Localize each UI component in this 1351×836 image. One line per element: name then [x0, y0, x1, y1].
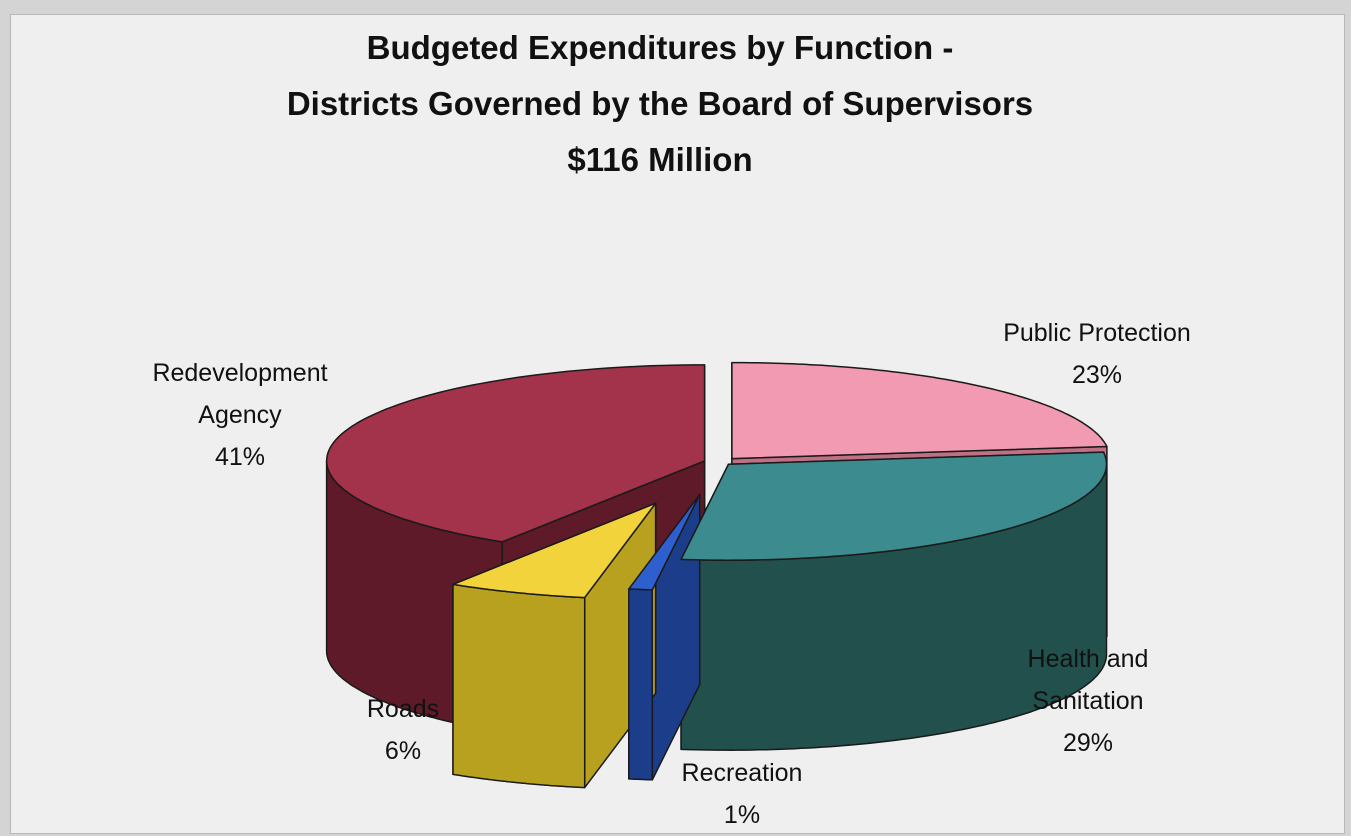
label-redevelopment-agency-name-2: Agency	[198, 401, 282, 429]
chart-title-line-3: $116 Million	[567, 141, 753, 178]
chart-title-line-1: Budgeted Expenditures by Function -	[366, 29, 954, 66]
label-redevelopment-agency: Redevelopment Agency 41%	[152, 352, 327, 478]
label-roads: Roads 6%	[367, 688, 439, 772]
label-roads-value: 6%	[384, 737, 422, 765]
label-health-and-sanitation-value: 29%	[1062, 729, 1114, 757]
pie-chart	[325, 361, 1108, 789]
pie-slice-health-and-sanitation	[680, 451, 1108, 561]
label-recreation: Recreation 1%	[682, 752, 803, 836]
pie-rim-recreation	[628, 588, 654, 781]
label-recreation-value: 1%	[723, 801, 761, 829]
chart-title: Budgeted Expenditures by Function - Dist…	[0, 20, 1320, 188]
label-public-protection: Public Protection 23%	[1003, 312, 1191, 396]
chart-title-line-2: Districts Governed by the Board of Super…	[286, 85, 1034, 122]
label-redevelopment-agency-value: 41%	[214, 443, 266, 471]
pie-rim-roads	[452, 583, 586, 789]
label-health-and-sanitation-name-1: Health and	[1027, 645, 1149, 673]
pie-slice-public-protection	[731, 361, 1108, 460]
label-public-protection-value: 23%	[1071, 361, 1123, 389]
label-redevelopment-agency-name-1: Redevelopment	[152, 359, 328, 387]
label-public-protection-name-1: Public Protection	[1003, 319, 1191, 347]
pie-slice-roads	[452, 502, 657, 599]
pie-slice-redevelopment-agency	[325, 364, 706, 543]
label-health-and-sanitation-name-2: Sanitation	[1032, 687, 1144, 715]
label-roads-name-1: Roads	[366, 695, 440, 723]
pie-slice-recreation	[628, 493, 701, 591]
label-recreation-name-1: Recreation	[681, 759, 803, 787]
label-health-and-sanitation: Health and Sanitation 29%	[1028, 638, 1149, 764]
